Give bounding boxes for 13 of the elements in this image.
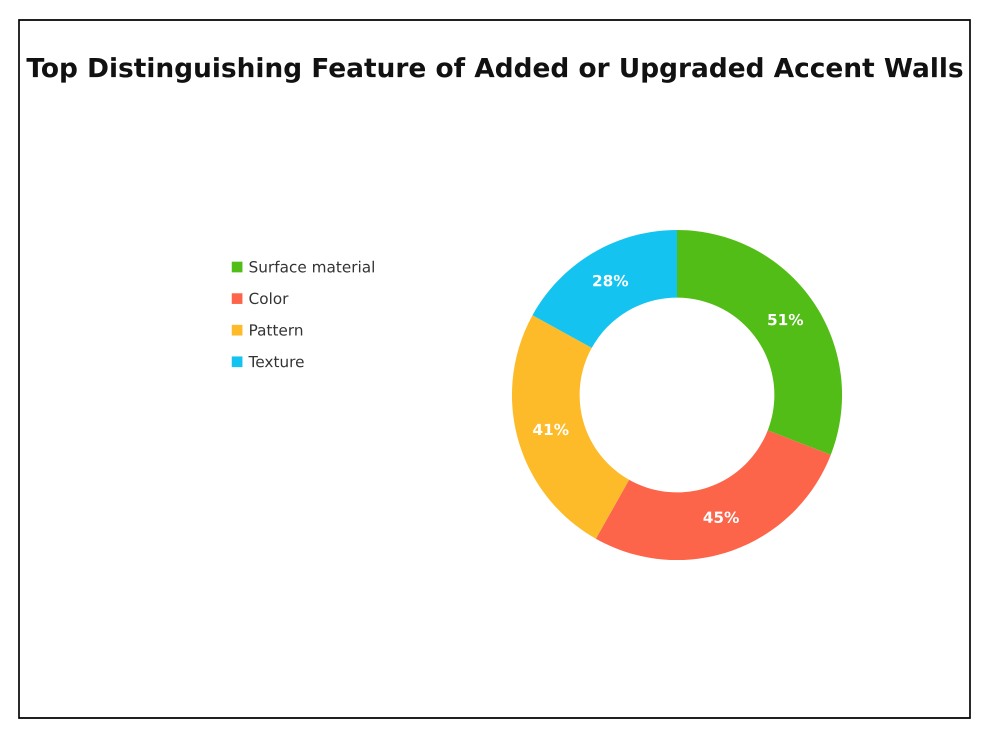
legend-label: Color [249,292,288,304]
donut-slice [596,430,831,560]
data-label: 51% [768,314,804,326]
data-label: 41% [533,424,569,436]
donut-slice [677,230,842,455]
data-label: 45% [703,511,739,524]
donut-slice [512,315,630,539]
legend-label: Pattern [250,324,302,336]
legend-label: Surface material [250,260,374,273]
donut-slice [532,230,677,348]
legend-label: Texture [248,356,304,368]
chart-title: Top Distinguishing Feature of Added or Upgraded Accent Walls [26,57,962,83]
data-label: 28% [593,274,628,286]
